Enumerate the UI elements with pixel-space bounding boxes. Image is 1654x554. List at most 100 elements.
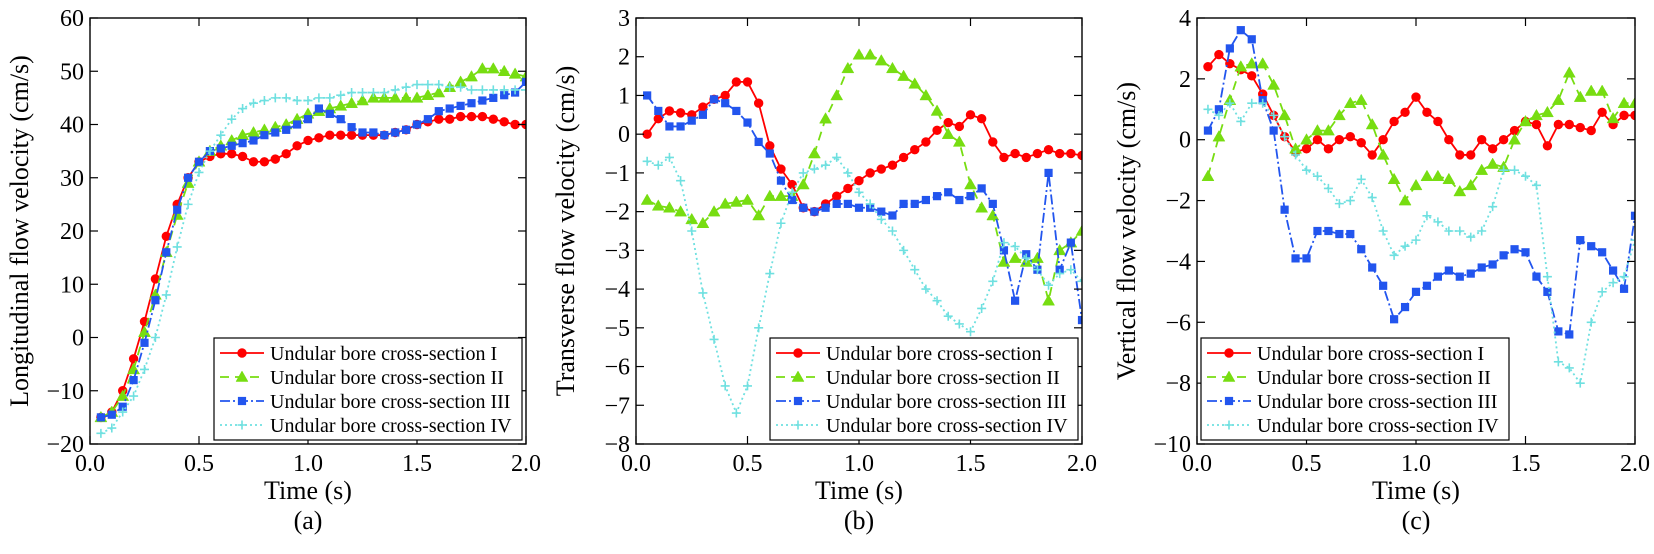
legend-marker <box>237 348 247 358</box>
data-point <box>1345 196 1355 206</box>
y-tick-label: −5 <box>604 316 630 342</box>
data-point <box>1077 276 1082 286</box>
data-point <box>1498 135 1509 145</box>
data-point <box>1044 280 1054 290</box>
data-point <box>1542 272 1552 282</box>
data-point <box>731 408 741 418</box>
y-tick-label: −2 <box>1165 189 1191 215</box>
data-point <box>1203 126 1213 135</box>
data-point <box>977 184 986 193</box>
legend-marker <box>793 348 803 358</box>
data-point <box>642 156 652 166</box>
series-4 <box>96 80 526 438</box>
legend-marker <box>793 420 803 430</box>
data-point <box>1389 250 1399 260</box>
data-point <box>1488 202 1498 212</box>
data-point <box>1587 242 1596 251</box>
legend-entry: Undular bore cross-section I <box>1257 343 1484 365</box>
data-point <box>687 226 697 236</box>
data-point <box>1510 165 1520 175</box>
y-axis-label: Vertical flow velocity (cm/s) <box>1112 82 1141 380</box>
data-point <box>832 191 842 201</box>
data-point <box>1597 287 1607 297</box>
data-point <box>1367 150 1377 160</box>
data-point <box>1575 378 1585 388</box>
data-point <box>1301 144 1312 154</box>
series-3 <box>1203 26 1635 339</box>
y-tick-label: 3 <box>618 6 630 32</box>
data-point <box>303 135 313 146</box>
y-tick-label: −1 <box>604 161 630 187</box>
data-point <box>664 152 674 162</box>
data-point <box>1258 98 1268 108</box>
y-tick-label: 0 <box>618 122 630 148</box>
legend-box <box>213 337 523 441</box>
data-point <box>388 91 402 103</box>
data-point <box>368 88 378 98</box>
data-point <box>96 428 106 438</box>
data-point <box>663 201 676 213</box>
data-point <box>1203 61 1213 72</box>
data-point <box>852 48 866 60</box>
data-point <box>899 199 908 208</box>
data-point <box>1053 243 1067 256</box>
series-1 <box>642 77 1082 217</box>
y-tick-label: 2 <box>618 45 630 71</box>
x-tick-label: 2.0 <box>1067 451 1097 477</box>
x-tick-label: 1.5 <box>956 451 986 477</box>
data-point <box>1280 205 1289 214</box>
data-point <box>466 111 477 122</box>
data-point <box>402 125 411 134</box>
data-point <box>1077 150 1082 161</box>
data-point <box>676 122 685 131</box>
data-point <box>898 152 909 163</box>
data-point <box>238 104 248 114</box>
legend-marker <box>1224 420 1234 430</box>
x-tick-label: 1.0 <box>293 451 323 477</box>
data-point <box>1466 232 1476 242</box>
data-point <box>1010 241 1020 251</box>
data-point <box>325 130 335 140</box>
data-point <box>1411 287 1421 296</box>
y-axis-label: Longitudinal flow velocity (cm/s) <box>5 55 34 407</box>
data-point <box>1444 226 1454 236</box>
data-point <box>455 111 466 122</box>
data-point <box>1464 178 1478 191</box>
legend-entry: Undular bore cross-section I <box>270 343 497 365</box>
data-point <box>1278 108 1292 121</box>
data-point <box>807 147 821 159</box>
data-point <box>249 136 258 145</box>
data-point <box>1356 138 1366 148</box>
data-point <box>799 203 808 212</box>
data-point <box>1466 150 1476 160</box>
legend-marker <box>793 396 803 406</box>
data-point <box>183 199 193 209</box>
data-point <box>434 114 444 124</box>
data-point <box>1032 148 1043 159</box>
data-point <box>184 173 193 182</box>
x-tick-label: 0.5 <box>184 451 214 477</box>
data-point <box>1021 253 1031 263</box>
data-point <box>1553 357 1563 367</box>
data-point <box>1521 248 1530 257</box>
data-point <box>346 130 357 140</box>
data-point <box>1551 93 1565 105</box>
data-point <box>731 77 742 87</box>
x-tick-label: 1.5 <box>402 451 432 477</box>
data-point <box>1466 269 1475 278</box>
series-4 <box>642 152 1082 418</box>
data-point <box>1475 163 1489 175</box>
data-point <box>1312 171 1322 181</box>
data-point <box>1562 66 1576 78</box>
x-tick-label: 1.0 <box>844 451 874 477</box>
data-point <box>1302 165 1311 175</box>
data-point <box>832 152 842 162</box>
data-point <box>966 192 975 201</box>
data-point <box>434 80 444 90</box>
data-point <box>1455 226 1465 236</box>
data-point <box>325 109 334 118</box>
data-point <box>1291 150 1301 160</box>
data-point <box>1400 241 1410 251</box>
data-point <box>1011 296 1020 305</box>
data-point <box>325 93 335 103</box>
